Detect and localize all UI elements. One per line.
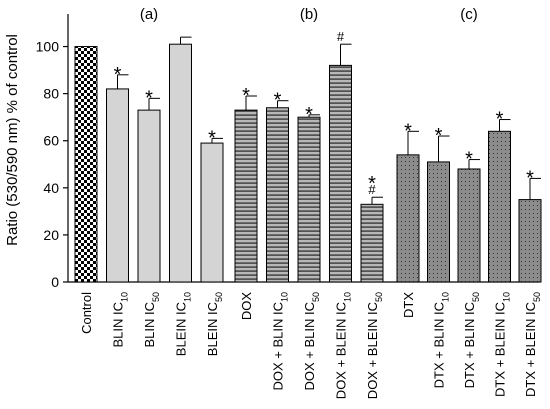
significance-star: * (496, 109, 504, 131)
significance-star: * (114, 64, 122, 86)
category-label-text: BLEIN IC (174, 302, 189, 356)
significance-star: * (465, 149, 473, 171)
significance-star: * (435, 125, 443, 147)
category-label: DOX + BLEIN IC10 (334, 292, 353, 399)
category-label-subscript: 10 (441, 292, 451, 302)
category-label: BLEIN IC10 (174, 292, 193, 356)
significance-star: * (526, 167, 534, 189)
category-label-subscript: 50 (532, 292, 542, 302)
y-tick-label: 0 (51, 274, 59, 290)
category-label-subscript: 50 (374, 292, 384, 302)
category-label-text: DOX + BLEIN IC (365, 302, 380, 399)
significance-hash: # (368, 182, 376, 197)
category-label-text: BLIN IC (111, 302, 126, 348)
y-tick-label: 20 (43, 227, 59, 243)
category-label-text: DTX + BLEIN IC (523, 302, 538, 397)
category-label-text: DTX + BLIN IC (432, 302, 447, 388)
significance-star: * (274, 90, 282, 112)
bar (200, 142, 224, 283)
category-label: DTX + BLIN IC10 (432, 292, 451, 388)
y-tick-label: 80 (43, 86, 59, 102)
bar (169, 43, 192, 283)
category-label: DTX (401, 292, 416, 318)
bars (74, 36, 542, 283)
category-label: BLIN IC50 (142, 292, 161, 348)
panel-label: (a) (140, 6, 158, 23)
category-label-subscript: 50 (214, 292, 224, 302)
bar (427, 161, 450, 283)
category-label: DTX + BLIN IC50 (462, 292, 481, 388)
category-label-subscript: 10 (343, 292, 353, 302)
bar (329, 64, 352, 283)
category-label-subscript: 10 (120, 292, 130, 302)
bar (137, 109, 161, 283)
bar (457, 168, 481, 283)
significance-star: * (242, 85, 250, 107)
category-label-text: DOX + BLIN IC (271, 302, 286, 391)
bar (360, 203, 384, 283)
category-label-text: DOX + BLIN IC (302, 302, 317, 391)
category-label: DOX + BLIN IC50 (302, 292, 321, 391)
category-label-subscript: 10 (502, 292, 512, 302)
bar (518, 199, 542, 283)
category-label-text: Control (79, 292, 94, 334)
bar (396, 154, 420, 283)
category-label-subscript: 50 (151, 292, 161, 302)
significance-star: * (305, 104, 313, 126)
panel-label: (c) (460, 6, 478, 23)
panel-label: (b) (300, 6, 318, 23)
category-label-text: DTX + BLEIN IC (493, 302, 508, 397)
category-label-text: DTX + BLIN IC (462, 302, 477, 388)
bar (234, 109, 258, 283)
category-label-text: BLEIN IC (205, 302, 220, 356)
category-label: DOX + BLEIN IC50 (365, 292, 384, 399)
significance-hash: # (337, 29, 345, 44)
category-label-subscript: 50 (311, 292, 321, 302)
category-label: DOX (239, 292, 254, 321)
bar (297, 116, 321, 283)
category-label: DTX + BLEIN IC50 (523, 292, 542, 397)
bar (74, 46, 98, 283)
category-label-subscript: 50 (471, 292, 481, 302)
category-label: BLEIN IC50 (205, 292, 224, 356)
significance-star: * (145, 87, 153, 109)
category-label-text: DOX (239, 292, 254, 321)
y-tick-label: 100 (36, 39, 60, 55)
category-label-text: BLIN IC (142, 302, 157, 348)
category-label-text: DOX + BLEIN IC (334, 302, 349, 399)
category-label-subscript: 10 (280, 292, 290, 302)
category-label-text: DTX (401, 292, 416, 318)
significance-star: * (368, 173, 376, 195)
y-tick-label: 60 (43, 133, 59, 149)
significance-star: * (404, 120, 412, 142)
category-label: BLIN IC10 (111, 292, 130, 348)
category-label: DOX + BLIN IC10 (271, 292, 290, 391)
category-label: DTX + BLEIN IC10 (493, 292, 512, 397)
bar (106, 88, 129, 283)
category-label-subscript: 10 (183, 292, 193, 302)
y-tick-label: 40 (43, 180, 59, 196)
y-axis-title: Ratio (530/590 nm) % of control (4, 34, 21, 246)
significance-star: * (208, 127, 216, 149)
bar (266, 107, 289, 283)
category-label: Control (79, 292, 94, 334)
bar (488, 130, 511, 283)
